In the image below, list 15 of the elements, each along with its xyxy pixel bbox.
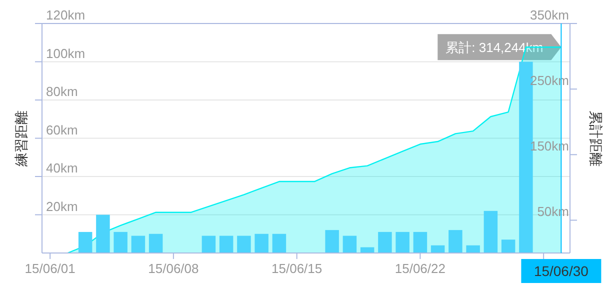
- y-tick-label: 40km: [46, 160, 78, 176]
- y-tick-label: 100km: [46, 46, 86, 61]
- x-tick-label: 15/06/22: [394, 261, 446, 276]
- y-tick-label: 20km: [46, 198, 78, 214]
- y-tick-label: 120km: [46, 8, 86, 22]
- y2-axis-title: 累計距離: [588, 110, 604, 166]
- x-tick-label: 15/06/08: [148, 261, 199, 276]
- y-tick-label: 80km: [46, 84, 78, 99]
- ref-line-label: 15/06/30: [534, 263, 589, 279]
- y-axis-title: 練習距離: [13, 110, 29, 168]
- y-tick-label: 60km: [46, 122, 78, 138]
- x-tick-label: 15/06/15: [272, 261, 322, 276]
- y2-tick-label: 350km: [530, 8, 569, 22]
- annotation: 累計: 314,244km: [446, 40, 544, 56]
- x-tick-label: 15/06/01: [24, 261, 76, 276]
